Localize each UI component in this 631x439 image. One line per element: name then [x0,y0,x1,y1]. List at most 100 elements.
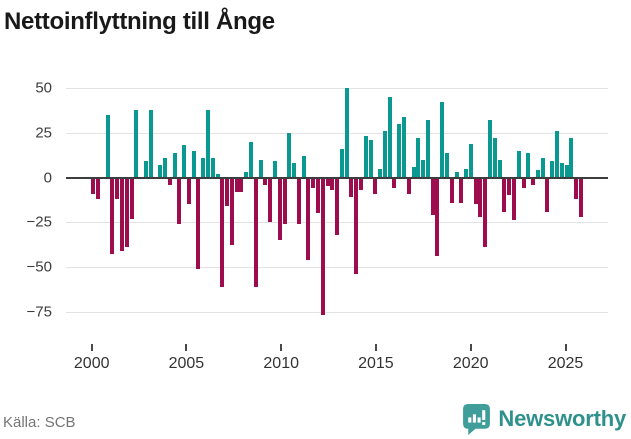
bar [574,178,579,199]
zero-axis-line [66,176,608,179]
bar [167,178,172,185]
x-axis-label: 2015 [358,355,394,372]
y-axis-label: 25 [35,124,52,142]
bar [459,178,464,203]
gridline--50 [66,266,608,268]
bar [511,178,516,221]
x-axis-label: 2010 [263,355,299,372]
bar [406,178,411,194]
bar [397,123,402,178]
bar [158,165,163,178]
bar [464,168,469,178]
bar [363,136,368,178]
bar [129,178,134,219]
bar [96,178,101,199]
bar [196,178,201,269]
bar [124,178,129,248]
bar [258,159,263,178]
bar [358,178,363,190]
y-axis-label: 50 [35,79,52,97]
bar [425,120,430,178]
chart-title: Nettoinflyttning till Ånge [4,8,275,35]
bar [488,120,493,178]
newsworthy-bubble-chart-icon [463,403,491,435]
bar [478,178,483,217]
bar [540,157,545,178]
bar [344,88,349,178]
bar [578,178,583,217]
bar [526,152,531,178]
bar [468,143,473,178]
x-tick-mark [564,344,567,351]
newsworthy-wordmark: Newsworthy [498,406,626,431]
bar [411,166,416,178]
bar [172,152,177,178]
bar [277,178,282,240]
gridline--75 [66,311,608,313]
bar [148,109,153,178]
bar [569,138,574,178]
bar [492,138,497,178]
bar [268,178,273,223]
bar [272,161,277,178]
bar [516,150,521,178]
bar [287,132,292,178]
bar [349,178,354,198]
bar [225,178,230,207]
bar [392,178,397,189]
bar [550,161,555,178]
gridline-50 [66,88,608,90]
y-axis-label: −25 [26,213,52,231]
bar [177,178,182,224]
bar [253,178,258,287]
x-axis-label: 2005 [168,355,205,372]
bar [421,159,426,178]
y-axis-label: 0 [43,169,52,186]
bar [210,157,215,178]
bar [234,178,239,192]
bar [186,178,191,205]
bar [244,172,249,178]
bar [263,178,268,185]
bar [564,165,569,178]
bar [220,178,225,287]
bar [339,148,344,178]
newsworthy-logo: Newsworthy [463,402,626,436]
bar [143,161,148,178]
bar [215,173,220,178]
bar [301,156,306,178]
x-axis-label: 2020 [452,355,489,372]
bar [445,152,450,178]
bar [497,159,502,178]
x-tick-mark [90,344,93,351]
bar [249,141,254,178]
bar [387,97,392,178]
bar [201,157,206,178]
bar [239,178,244,192]
y-axis-label: −50 [26,258,52,276]
bar [554,131,559,178]
x-axis-label: 2025 [547,355,584,372]
bar [440,102,445,178]
bar [454,172,459,178]
bar [330,178,335,190]
bar [115,178,120,199]
y-axis-label: −75 [26,303,52,320]
bar [191,150,196,178]
bar [163,157,167,178]
bar [315,178,320,214]
bar [182,145,187,178]
bar [483,178,488,248]
bar [306,178,311,260]
gridline-25 [66,132,608,134]
x-tick-mark [374,344,377,351]
bar [373,178,378,194]
x-axis-label: 2000 [73,355,110,372]
bar [335,178,340,235]
x-tick-mark [185,344,188,351]
bar [105,115,110,178]
bar [416,138,421,178]
bar [430,178,435,215]
bar [473,178,478,205]
